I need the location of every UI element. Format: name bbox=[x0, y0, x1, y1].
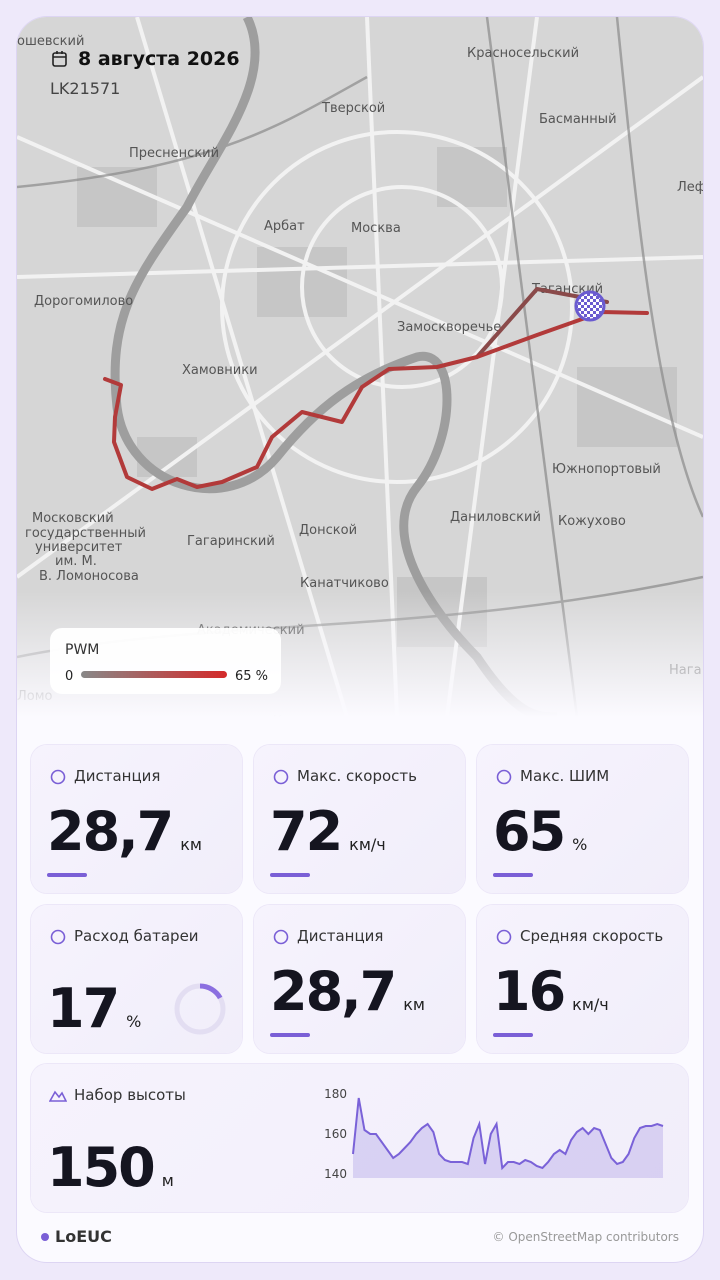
stat-value: 28,7 км bbox=[47, 800, 202, 863]
value: 150 bbox=[47, 1136, 156, 1199]
stat-card: Дистанция 28,7 км bbox=[254, 905, 465, 1053]
brand: LoEUC bbox=[55, 1227, 112, 1246]
elevation-line bbox=[352, 1097, 664, 1171]
icon-shape bbox=[496, 769, 512, 785]
unit: м bbox=[161, 1171, 174, 1190]
unit: км bbox=[180, 835, 202, 854]
accent-bar bbox=[270, 1033, 310, 1037]
icon-shape bbox=[496, 929, 512, 945]
stat-card: Дистанция 28,7 км bbox=[31, 745, 242, 893]
unit: % bbox=[126, 1012, 142, 1031]
unit: % bbox=[572, 835, 588, 854]
stat-value: 72 км/ч bbox=[270, 800, 386, 863]
unit: км bbox=[403, 995, 425, 1014]
legend-min: 0 bbox=[65, 669, 73, 684]
elevation-area bbox=[353, 1098, 663, 1178]
stat-label: Дистанция bbox=[297, 927, 384, 945]
value: 17 bbox=[47, 977, 120, 1040]
value: 28,7 bbox=[47, 800, 174, 863]
stat-icon bbox=[273, 769, 289, 785]
accent-bar bbox=[270, 873, 310, 877]
legend-title: PWM bbox=[65, 642, 99, 658]
value: 72 bbox=[270, 800, 343, 863]
stat-icon bbox=[50, 929, 66, 945]
value: 65 bbox=[493, 800, 566, 863]
credit: © OpenStreetMap contributors bbox=[492, 1230, 679, 1244]
stat-label: Дистанция bbox=[74, 767, 161, 785]
stat-card: Расход батареи 17% bbox=[31, 905, 242, 1053]
device-id: LK21571 bbox=[50, 79, 121, 98]
ring-progress bbox=[174, 983, 226, 1035]
unit: км/ч bbox=[349, 835, 386, 854]
icon-shape bbox=[50, 929, 66, 945]
accent-bar bbox=[493, 873, 533, 877]
value: 28,7 bbox=[270, 960, 397, 1023]
stat-label: Средняя скорость bbox=[520, 927, 664, 945]
map: ошевскийКрасносельскийТверскойБасманныйП… bbox=[17, 17, 703, 717]
legend-max: 65 % bbox=[235, 669, 268, 684]
date: 8 августа 2026 bbox=[78, 48, 240, 70]
accent-bar bbox=[493, 1033, 533, 1037]
icon-shape bbox=[273, 929, 289, 945]
stat-icon bbox=[50, 769, 66, 785]
stat-card: Макс. скорость 72 км/ч bbox=[254, 745, 465, 893]
unit: км/ч bbox=[572, 995, 609, 1014]
stat-label: Расход батареи bbox=[74, 927, 199, 945]
y-tick-label: 160 bbox=[324, 1127, 347, 1141]
legend-box bbox=[50, 628, 281, 694]
stat-icon bbox=[496, 929, 512, 945]
stat-value: 28,7 км bbox=[270, 960, 425, 1023]
y-tick-label: 180 bbox=[324, 1087, 347, 1101]
stat-label: Макс. ШИМ bbox=[520, 767, 610, 785]
icon-shape bbox=[50, 769, 66, 785]
accent-bar bbox=[47, 873, 87, 877]
stat-label: Макс. скорость bbox=[297, 767, 417, 785]
stat-card: Макс. ШИМ 65% bbox=[477, 745, 688, 893]
elevation-chart: 140 160 180 bbox=[324, 1087, 664, 1181]
battery-ring bbox=[174, 983, 226, 1035]
y-tick-label: 140 bbox=[324, 1167, 347, 1181]
stat-icon bbox=[496, 769, 512, 785]
map-fade bbox=[17, 17, 703, 717]
share-card: ошевскийКрасносельскийТверскойБасманныйП… bbox=[17, 17, 703, 1262]
elevation-label: Набор высоты bbox=[74, 1086, 186, 1104]
calendar-icon bbox=[52, 51, 67, 67]
icon-shape bbox=[273, 769, 289, 785]
elevation-value: 150 м bbox=[47, 1136, 174, 1199]
stat-value: 16 км/ч bbox=[493, 960, 609, 1023]
stat-value: 65% bbox=[493, 800, 587, 863]
stat-value: 17% bbox=[47, 977, 141, 1040]
stat-card: Средняя скорость 16 км/ч bbox=[477, 905, 688, 1053]
elevation-card: Набор высоты 150 м 140 160 180 bbox=[31, 1064, 688, 1212]
stat-icon bbox=[273, 929, 289, 945]
legend-gradient bbox=[81, 671, 227, 678]
value: 16 bbox=[493, 960, 566, 1023]
brand-dot bbox=[41, 1233, 49, 1241]
elevation-icon bbox=[49, 1090, 67, 1102]
